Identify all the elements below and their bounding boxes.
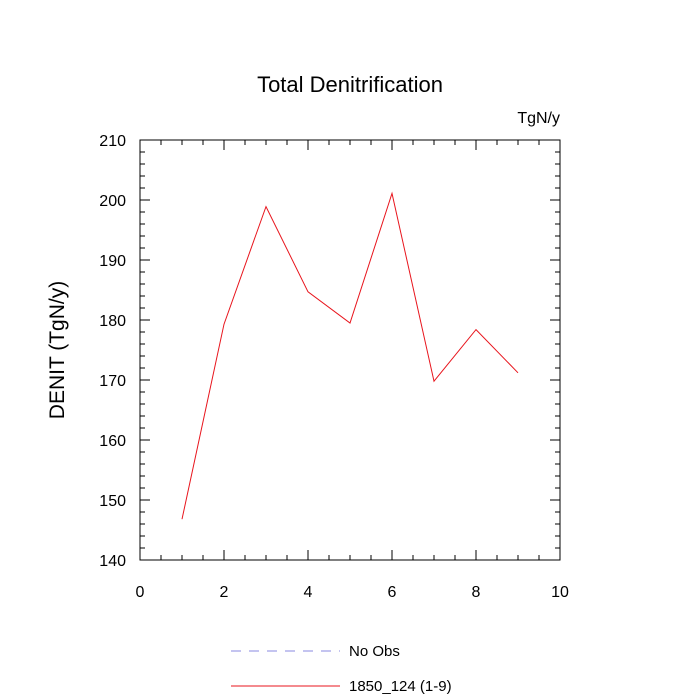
y-tick-label: 160	[99, 433, 126, 450]
legend-label: 1850_124 (1-9)	[349, 678, 452, 695]
y-tick-label: 170	[99, 373, 126, 390]
plot-frame	[139, 139, 561, 561]
x-tick-label: 10	[551, 584, 569, 601]
y-tick-label: 180	[99, 313, 126, 330]
series-lines	[181, 191, 519, 520]
legend: No Obs 1850_124 (1-9)	[231, 643, 452, 695]
y-tick-label: 190	[99, 253, 126, 270]
y-tick-label: 200	[99, 193, 126, 210]
x-tick-label: 8	[472, 584, 481, 601]
x-tick-label: 0	[136, 584, 145, 601]
x-tick-label: 2	[220, 584, 229, 601]
y-tick-label: 150	[99, 493, 126, 510]
axis-tick-labels: 0 2 4 6 8 10 140 150 160 170 180 190 200 210	[99, 133, 569, 601]
chart-title: Total Denitrification	[257, 72, 443, 97]
legend-label: No Obs	[349, 643, 400, 660]
y-tick-label: 210	[99, 133, 126, 150]
axis-ticks	[139, 139, 561, 561]
x-tick-label: 4	[304, 584, 313, 601]
y-tick-label: 140	[99, 553, 126, 570]
units-label: TgN/y	[517, 110, 560, 127]
y-axis-label: DENIT (TgN/y)	[46, 281, 69, 419]
series-line	[181, 191, 519, 520]
x-tick-label: 6	[388, 584, 397, 601]
